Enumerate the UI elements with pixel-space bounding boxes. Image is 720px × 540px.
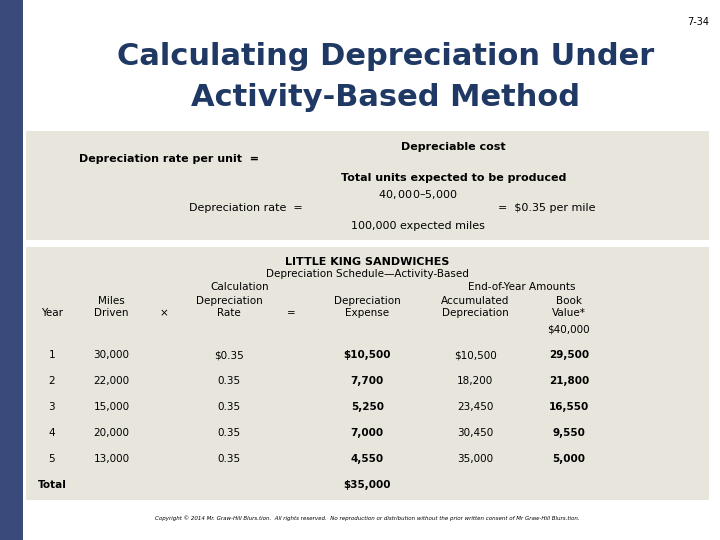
Text: 5,250: 5,250 [351,402,384,412]
Text: Miles: Miles [98,296,125,306]
Text: Copyright © 2014 Mr. Graw-Hill Blurs.tion.  All rights reserved.  No reproductio: Copyright © 2014 Mr. Graw-Hill Blurs.tio… [155,516,580,521]
Text: 23,450: 23,450 [457,402,493,412]
Text: ×: × [160,308,168,318]
Text: $40,000 – $5,000: $40,000 – $5,000 [378,188,457,201]
Text: =: = [287,308,296,318]
Text: 5,000: 5,000 [552,454,585,464]
Text: 21,800: 21,800 [549,376,589,386]
Text: End-of-Year Amounts: End-of-Year Amounts [468,282,576,292]
Text: 9,550: 9,550 [552,428,585,438]
Text: 15,000: 15,000 [94,402,130,412]
Text: $35,000: $35,000 [343,480,391,490]
Text: 35,000: 35,000 [457,454,493,464]
Text: 30,450: 30,450 [457,428,493,438]
Text: Depreciable cost: Depreciable cost [401,142,506,152]
Text: Total: Total [37,480,66,490]
Text: 0.35: 0.35 [217,402,240,412]
Text: 18,200: 18,200 [457,376,493,386]
Text: 30,000: 30,000 [94,350,130,360]
Text: 13,000: 13,000 [94,454,130,464]
Text: Year: Year [41,308,63,318]
Text: 7,000: 7,000 [351,428,384,438]
Text: Value*: Value* [552,308,586,318]
Text: 7,700: 7,700 [351,376,384,386]
Text: Book: Book [556,296,582,306]
Text: Calculating Depreciation Under: Calculating Depreciation Under [117,42,654,71]
Text: 29,500: 29,500 [549,350,589,360]
Text: $40,000: $40,000 [547,325,590,334]
Text: 100,000 expected miles: 100,000 expected miles [351,221,485,232]
Text: Activity-Based Method: Activity-Based Method [191,83,580,112]
Text: 1: 1 [48,350,55,360]
Text: Accumulated: Accumulated [441,296,509,306]
Text: 0.35: 0.35 [217,428,240,438]
Text: $0.35: $0.35 [214,350,244,360]
Text: Depreciation rate  =: Depreciation rate = [189,203,302,213]
Text: Depreciation: Depreciation [334,296,400,306]
Text: $10,500: $10,500 [343,350,391,360]
Text: 0.35: 0.35 [217,376,240,386]
Text: 2: 2 [48,376,55,386]
Text: Total units expected to be produced: Total units expected to be produced [341,173,567,183]
Text: 0.35: 0.35 [217,454,240,464]
Text: LITTLE KING SANDWICHES: LITTLE KING SANDWICHES [285,257,449,267]
Text: 4,550: 4,550 [351,454,384,464]
Text: 22,000: 22,000 [94,376,130,386]
Text: 4: 4 [48,428,55,438]
Text: 5: 5 [48,454,55,464]
Text: Depreciation Schedule—Activity-Based: Depreciation Schedule—Activity-Based [266,269,469,279]
Text: Rate: Rate [217,308,240,318]
Text: 20,000: 20,000 [94,428,130,438]
Text: 16,550: 16,550 [549,402,589,412]
Text: $10,500: $10,500 [454,350,497,360]
Text: Calculation: Calculation [210,282,269,292]
Text: =  $0.35 per mile: = $0.35 per mile [498,203,596,213]
Text: Depreciation rate per unit  =: Depreciation rate per unit = [79,154,259,164]
Text: Depreciation: Depreciation [442,308,508,318]
Text: Driven: Driven [94,308,129,318]
Text: 3: 3 [48,402,55,412]
Text: Depreciation: Depreciation [196,296,262,306]
Text: 7-34: 7-34 [687,17,709,28]
Text: Expense: Expense [345,308,390,318]
